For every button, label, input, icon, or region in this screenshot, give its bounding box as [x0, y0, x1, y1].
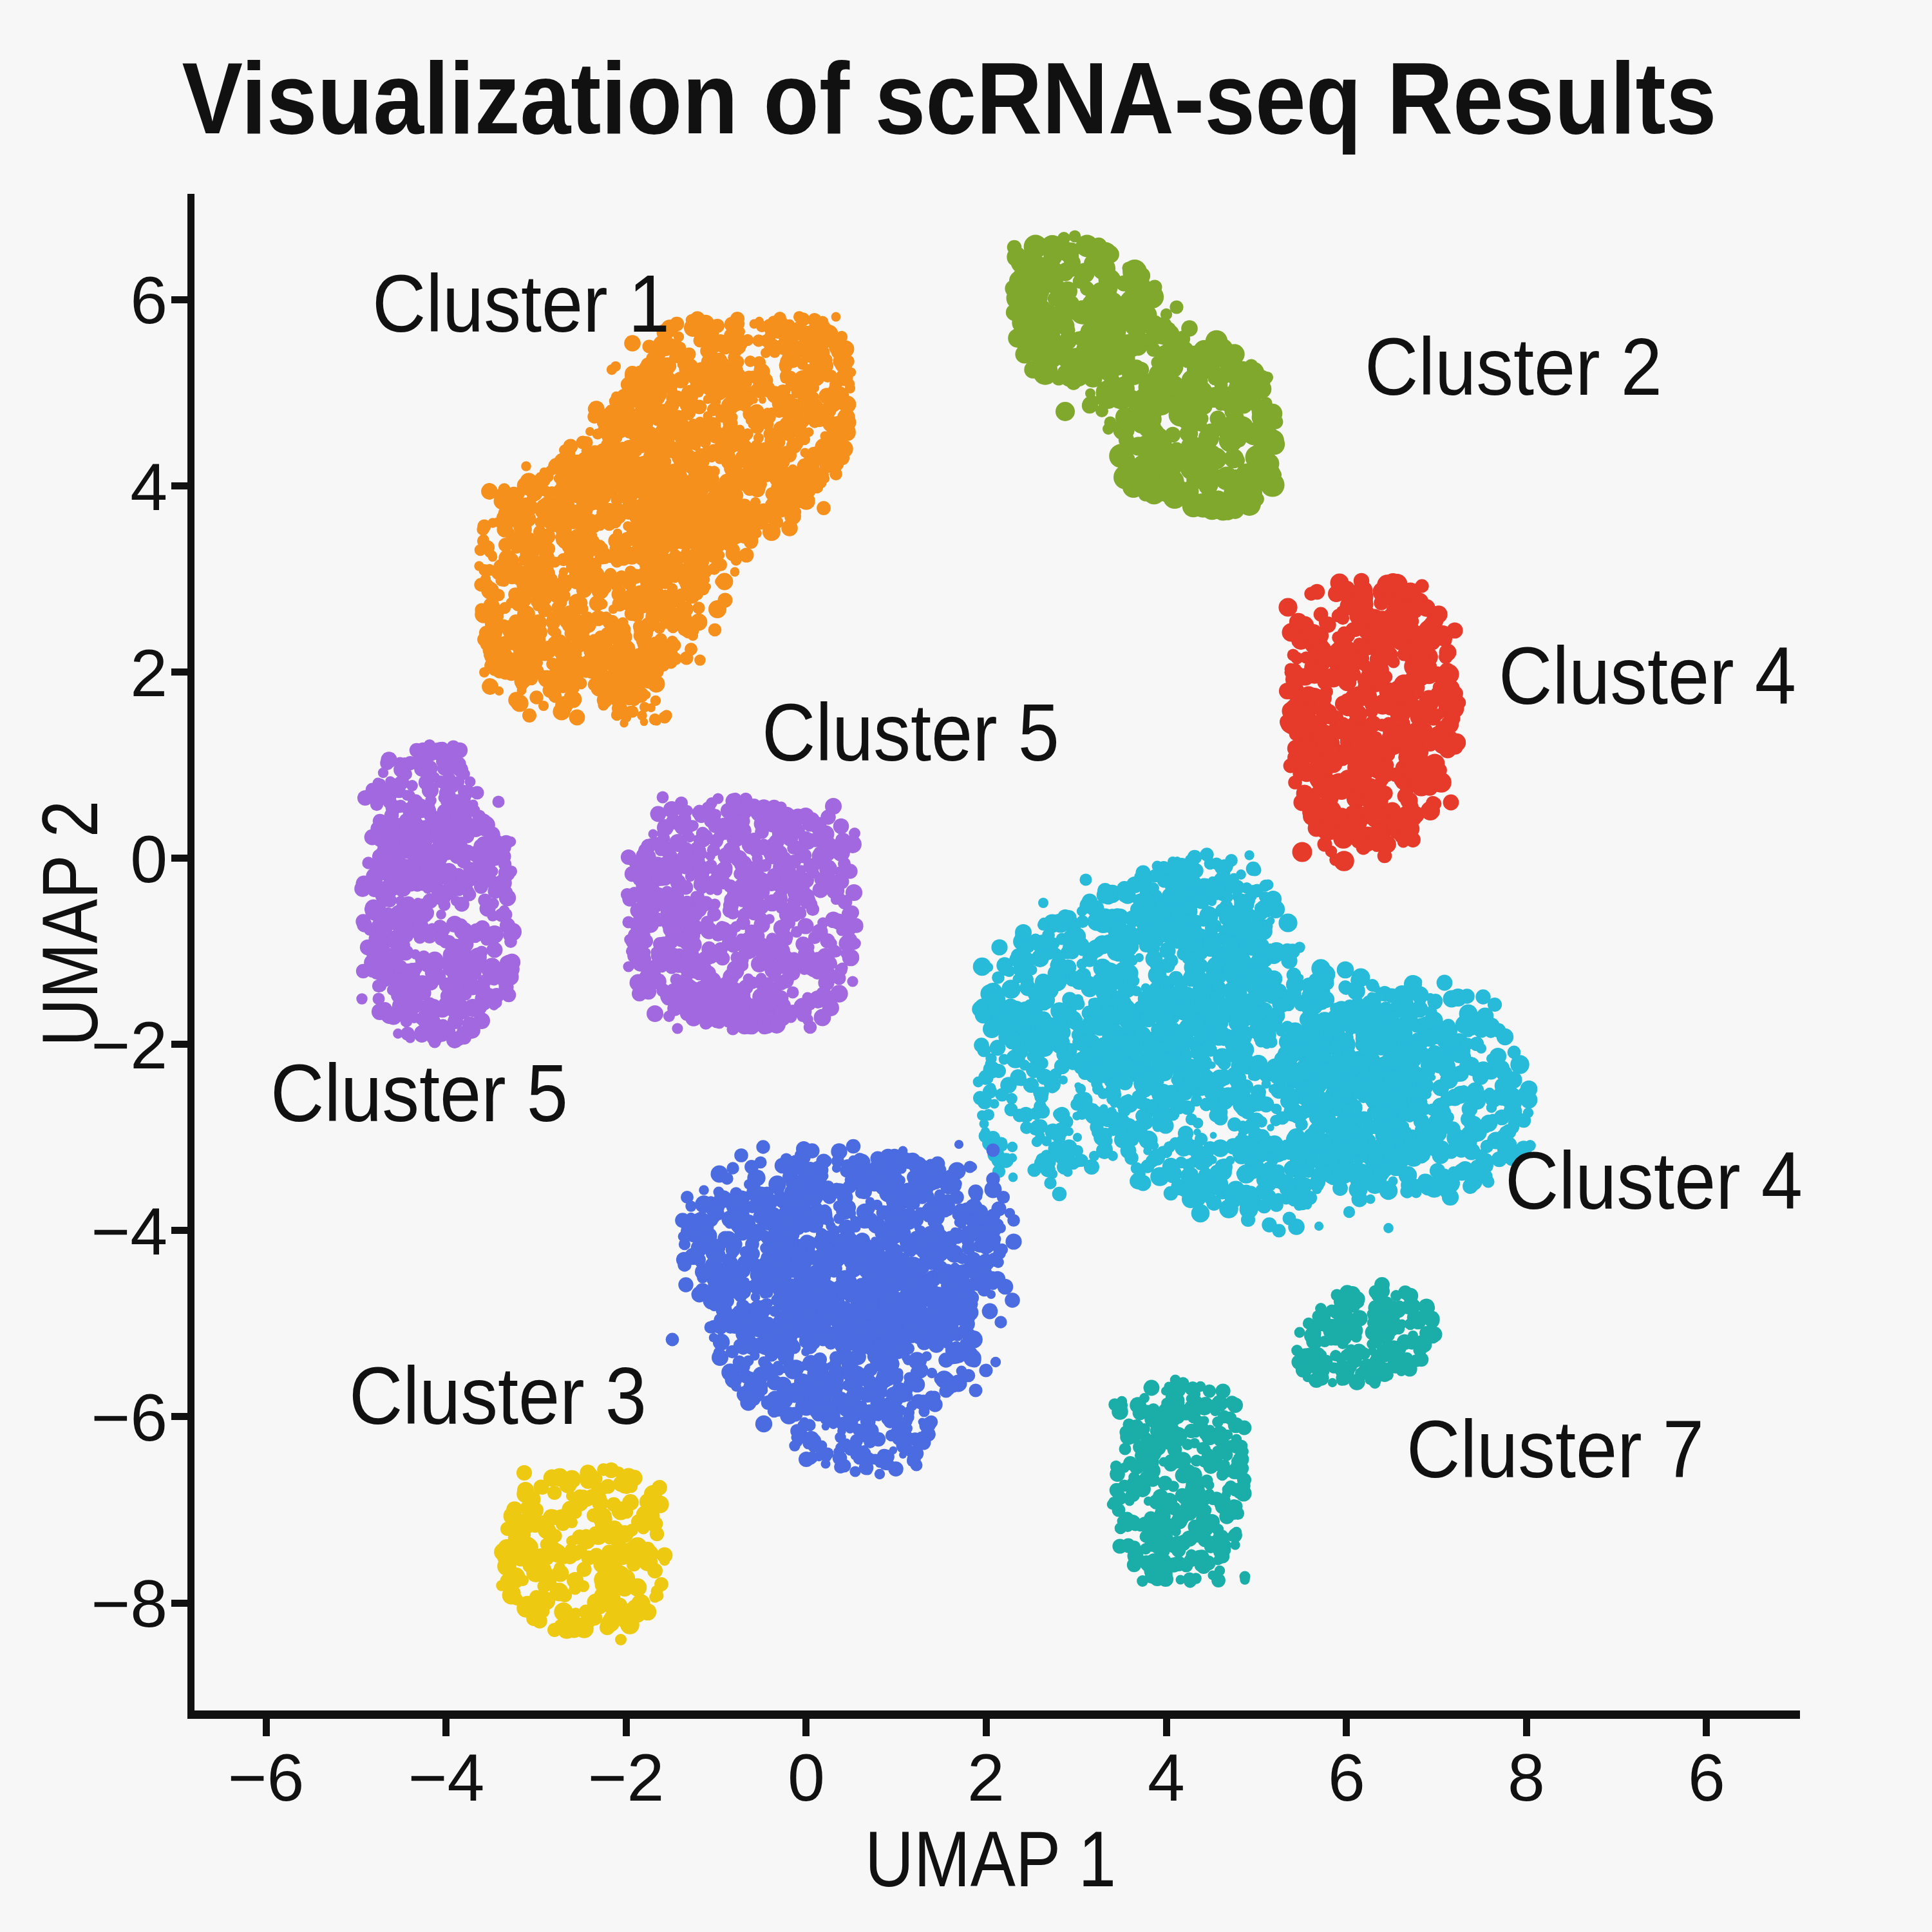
svg-text:4: 4	[1148, 1740, 1185, 1815]
svg-text:−6: −6	[228, 1740, 305, 1815]
svg-text:Cluster 4: Cluster 4	[1505, 1135, 1803, 1226]
svg-text:−4: −4	[91, 1194, 167, 1269]
svg-text:Cluster 7: Cluster 7	[1406, 1404, 1704, 1495]
svg-text:4: 4	[130, 450, 167, 524]
svg-text:Cluster 5: Cluster 5	[270, 1048, 568, 1139]
svg-text:Cluster 2: Cluster 2	[1365, 321, 1662, 412]
svg-text:0: 0	[788, 1740, 825, 1815]
svg-text:6: 6	[130, 263, 167, 337]
svg-text:0: 0	[130, 822, 167, 896]
svg-text:8: 8	[1508, 1740, 1545, 1815]
svg-text:Cluster 5: Cluster 5	[762, 687, 1059, 778]
svg-text:Cluster 1: Cluster 1	[372, 258, 670, 349]
svg-text:−2: −2	[588, 1740, 665, 1815]
svg-text:UMAP 2: UMAP 2	[26, 800, 114, 1046]
svg-text:2: 2	[130, 636, 167, 710]
svg-text:UMAP 1: UMAP 1	[865, 1815, 1116, 1903]
svg-text:6: 6	[1328, 1740, 1365, 1815]
svg-text:2: 2	[967, 1740, 1005, 1815]
svg-text:−8: −8	[91, 1566, 167, 1641]
svg-text:Cluster 4: Cluster 4	[1499, 630, 1796, 721]
svg-text:Visualization of scRNA-seq Res: Visualization of scRNA-seq Results	[182, 41, 1717, 155]
svg-text:6: 6	[1688, 1740, 1725, 1815]
svg-text:−6: −6	[91, 1380, 167, 1455]
svg-text:−4: −4	[408, 1740, 485, 1815]
svg-text:Cluster 3: Cluster 3	[349, 1350, 647, 1441]
